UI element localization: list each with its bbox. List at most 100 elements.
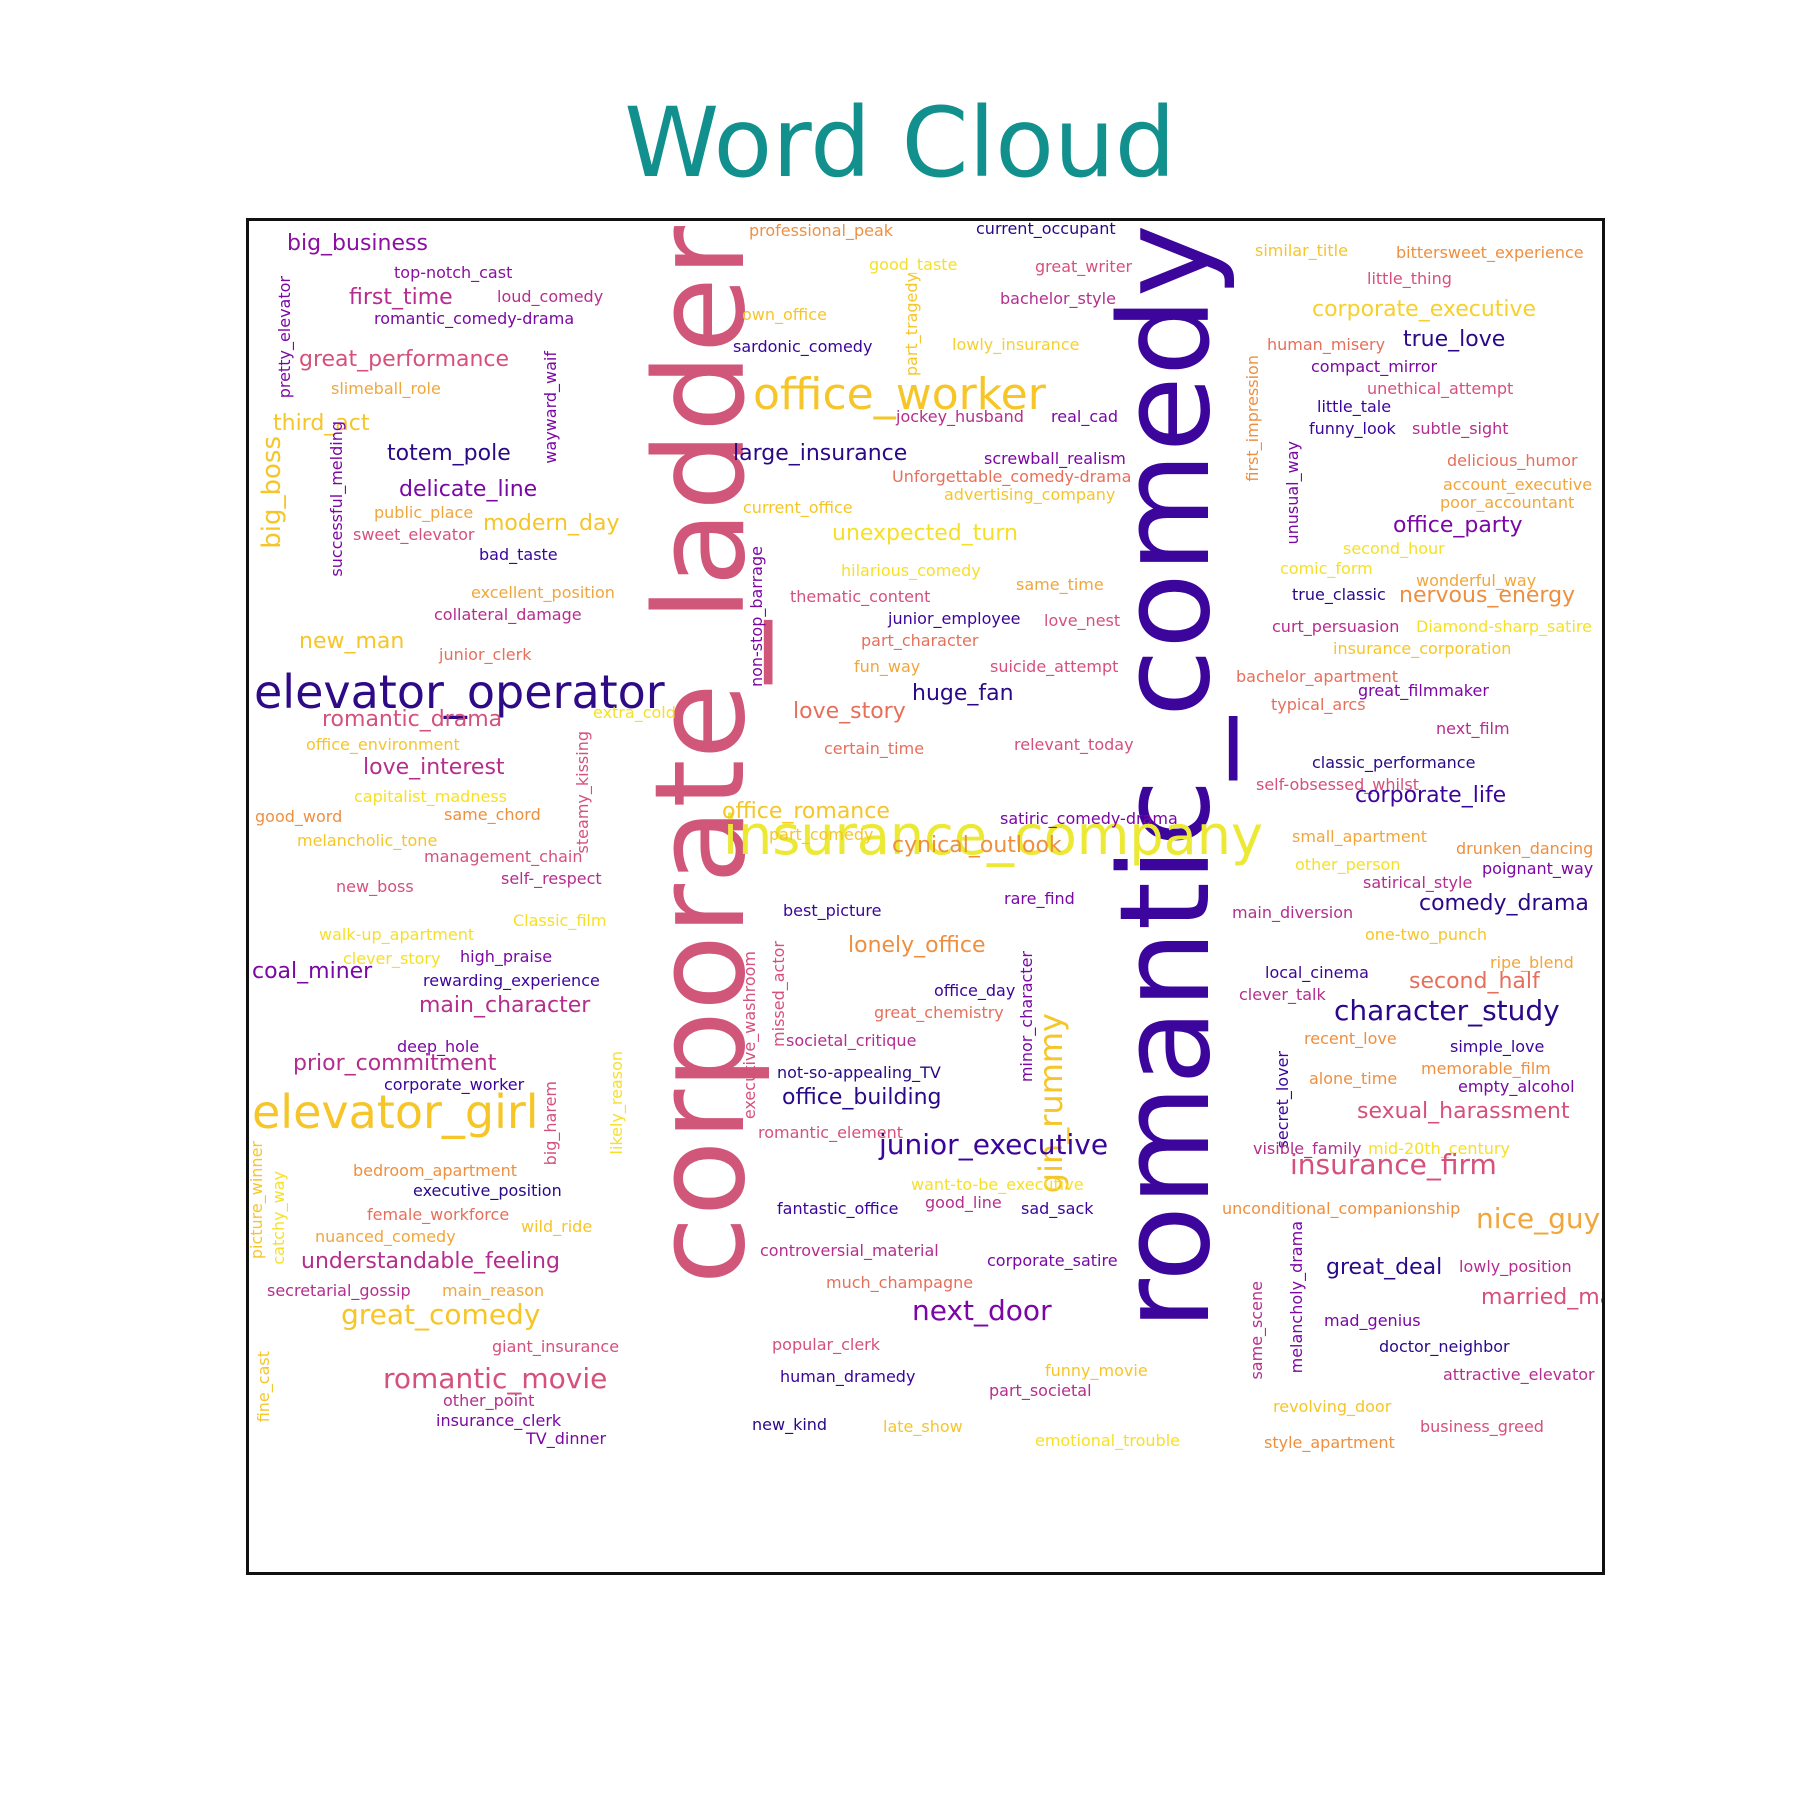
word-prior-commitment: prior_commitment [293,1051,497,1076]
word-not-so-appealing-tv: not-so-appealing_TV [777,1063,941,1082]
word-clever-talk: clever_talk [1239,985,1326,1004]
word-gin-rummy: gin_rummy [1032,1013,1070,1194]
word-female-workforce: female_workforce [367,1205,510,1224]
word-secretarial-gossip: secretarial_gossip [267,1281,411,1300]
word-love-story: love_story [793,699,906,724]
word-management-chain: management_chain [424,847,583,866]
word-emotional-trouble: emotional_trouble [1035,1431,1180,1450]
word-public-place: public_place [374,503,474,522]
word-great-deal: great_deal [1326,1255,1443,1280]
word-sexual-harassment: sexual_harassment [1357,1099,1570,1124]
word-high-praise: high_praise [460,947,553,966]
word-poignant-way: poignant_way [1482,859,1594,878]
word-curt-persuasion: curt_persuasion [1272,617,1400,636]
word-catchy-way: catchy_way [269,1171,288,1265]
word-unusual-way: unusual_way [1283,441,1302,545]
word-unethical-attempt: unethical_attempt [1367,379,1514,398]
word-main-reason: main_reason [442,1281,545,1300]
word-corporate-worker: corporate_worker [384,1075,525,1094]
word-elevator-girl: elevator_girl [252,1085,539,1139]
word-insurance-clerk: insurance_clerk [436,1411,562,1430]
word-small-apartment: small_apartment [1292,827,1428,846]
word-character-study: character_study [1334,994,1560,1027]
word-office-worker: office_worker [753,369,1046,420]
word-part-societal: part_societal [989,1381,1092,1400]
word-jockey-husband: jockey_husband [896,407,1024,426]
word-love-nest: love_nest [1044,611,1121,630]
word-part-tragedy: part_tragedy [902,273,921,377]
word-tv-dinner: TV_dinner [526,1429,607,1448]
word-new-kind: new_kind [752,1415,828,1434]
word-nuanced-comedy: nuanced_comedy [315,1227,456,1246]
word-insurance-firm: insurance_firm [1290,1148,1497,1181]
word-secret-lover: secret_lover [1273,1051,1292,1149]
word-local-cinema: local_cinema [1265,963,1369,982]
word-unexpected-turn: unexpected_turn [832,521,1018,546]
word-melancholy-drama: melancholy_drama [1287,1221,1306,1374]
word-controversial-material: controversial_material [760,1241,939,1260]
word-great-comedy: great_comedy [341,1298,541,1331]
word-bedroom-apartment: bedroom_apartment [353,1161,518,1180]
word-corporate-life: corporate_life [1355,783,1507,808]
word-deep-hole: deep_hole [397,1037,480,1056]
word-same-scene: same_scene [1247,1281,1266,1380]
word-steamy-kissing: steamy_kissing [573,731,592,854]
word-cynical-outlook: cynical_outlook [892,833,1062,858]
word-minor-character: minor_character [1017,951,1036,1083]
word-junior-executive: junior_executive [879,1128,1109,1161]
word-delicious-humor: delicious_humor [1447,451,1578,470]
word-romantic-drama: romantic_drama [322,707,503,732]
word-fantastic-office: fantastic_office [777,1199,899,1218]
word-sweet-elevator: sweet_elevator [353,525,475,544]
word-simple-love: simple_love [1450,1037,1545,1056]
word-suicide-attempt: suicide_attempt [990,657,1119,676]
word-current-occupant: current_occupant [976,219,1116,238]
word-main-diversion: main_diversion [1232,903,1354,922]
word-extra-cold: extra_cold [593,703,676,722]
word-funny-look: funny_look [1309,419,1396,438]
word-sad-sack: sad_sack [1021,1199,1094,1218]
word-societal-critique: societal_critique [786,1031,917,1050]
word-big-harem: big_harem [541,1081,560,1166]
word-office-day: office_day [934,981,1016,1000]
word-little-thing: little_thing [1367,269,1452,288]
word-elevator-operator: elevator_operator [254,665,665,719]
word-new-man: new_man [299,629,405,654]
word-account-executive: account_executive [1443,475,1593,494]
word-new-boss: new_boss [336,877,414,896]
word-cloud-frame: corporate_ladder romantic_comedy insurance… [246,218,1605,1575]
word-typical-arcs: typical_arcs [1271,695,1366,714]
word-office-romance: office_romance [722,799,890,824]
word-married-man: married_man [1481,1285,1602,1310]
word-memorable-film: memorable_film [1421,1059,1551,1078]
word-corporate-ladder: corporate_ladder [629,226,773,1285]
word-other-person: other_person [1295,855,1401,874]
word-good-word: good_word [255,807,343,826]
word-satirical-style: satirical_style [1363,873,1473,892]
word-true-love: true_love [1403,327,1506,352]
word-office-party: office_party [1393,513,1523,538]
word-ripe-blend: ripe_blend [1490,953,1574,972]
word-picture-winner: picture_winner [247,1141,266,1260]
word-junior-employee: junior_employee [888,609,1021,628]
word-non-stop-barrage: non-stop_barrage [747,546,766,688]
chart-title: Word Cloud [624,87,1176,199]
word-successful-melding: successful_melding [327,421,346,577]
word-top-notch-cast: top-notch_cast [394,263,513,282]
word-wayward-waif: wayward_waif [541,351,560,464]
word-delicate-line: delicate_line [399,477,538,502]
word-true-classic: true_classic [1292,585,1386,604]
word-collateral-damage: collateral_damage [434,605,582,624]
word-comic-form: comic_form [1280,559,1373,578]
word-certain-time: certain_time [824,739,925,758]
word-big-boss: big_boss [257,436,287,549]
word-bittersweet-experience: bittersweet_experience [1396,243,1584,262]
word-lonely-office: lonely_office [848,933,986,958]
word-relevant-today: relevant_today [1014,735,1134,754]
word-rare-find: rare_find [1004,889,1075,908]
word-bad-taste: bad_taste [479,545,558,564]
word-human-dramedy: human_dramedy [780,1367,916,1386]
word-compact-mirror: compact_mirror [1311,357,1438,376]
word-hilarious-comedy: hilarious_comedy [841,561,981,580]
word-best-picture: best_picture [783,901,882,920]
